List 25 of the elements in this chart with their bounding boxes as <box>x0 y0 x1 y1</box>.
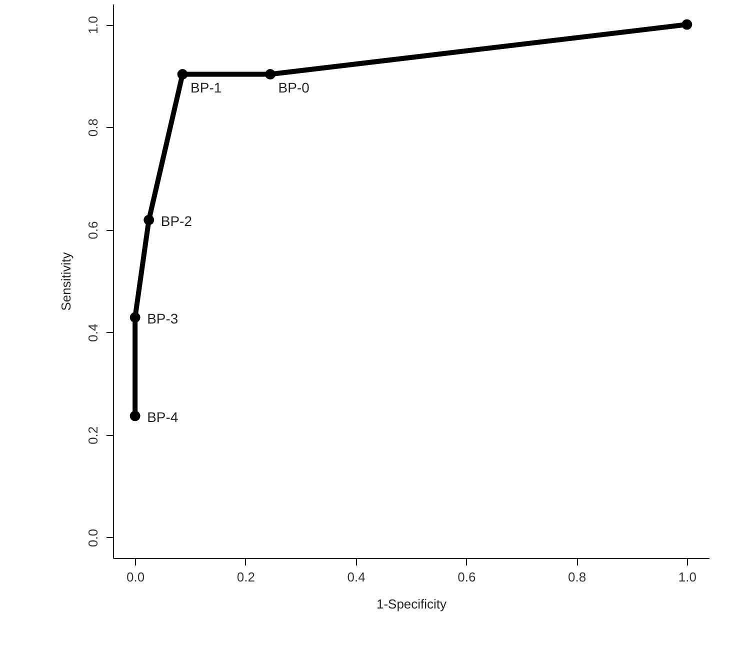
y-tick-label: 1.0 <box>86 16 100 34</box>
y-tick-label: 0.4 <box>86 324 100 342</box>
point <box>144 214 154 226</box>
annotation: BP-2 <box>160 212 192 229</box>
y-tick-label: 0.6 <box>86 221 100 240</box>
point <box>130 312 140 323</box>
x-tick-label: 0.2 <box>236 570 255 584</box>
annotation: BP-0 <box>278 79 310 96</box>
annotation: BP-1 <box>190 79 222 96</box>
x-axis-title: 1-Specificity <box>376 596 448 612</box>
y-axis-title: Sensitivity <box>58 252 74 311</box>
point <box>177 69 188 80</box>
point <box>265 69 276 80</box>
y-tick-label: 0.2 <box>86 426 100 444</box>
point <box>130 410 140 422</box>
annotation: BP-3 <box>147 310 178 326</box>
point <box>682 19 692 30</box>
x-tick-label: 0.0 <box>126 570 145 584</box>
y-tick-label: 0.0 <box>86 528 100 548</box>
y-tick-label: 0.8 <box>86 118 100 137</box>
x-tick-label: 1.0 <box>678 570 696 584</box>
annotation: BP-4 <box>147 408 178 425</box>
x-tick-label: 0.6 <box>458 570 476 584</box>
x-tick-label: 0.8 <box>568 570 586 584</box>
x-tick-label: 0.4 <box>347 570 366 584</box>
